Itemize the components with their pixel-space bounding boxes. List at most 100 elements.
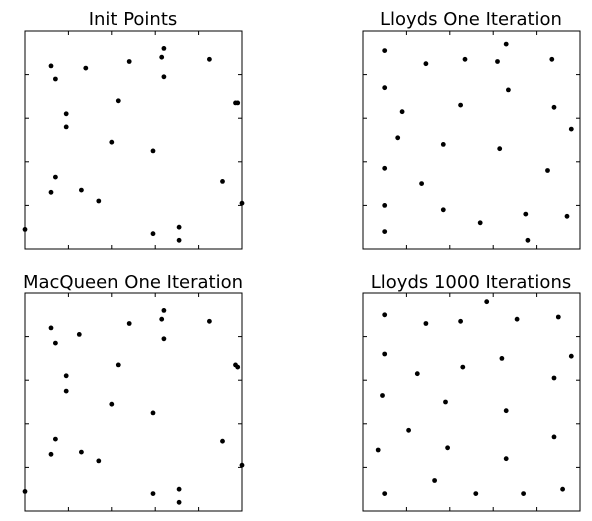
scatter-point	[220, 438, 225, 444]
scatter-point	[161, 74, 167, 80]
scatter-point	[207, 318, 212, 324]
axes-frame	[24, 30, 243, 250]
scatter-point	[161, 308, 167, 313]
scatter-point	[161, 336, 167, 342]
scatter-point	[115, 362, 121, 368]
scatter-point	[521, 491, 526, 496]
scatter-point	[63, 388, 69, 394]
scatter-point	[458, 318, 463, 324]
scatter-point	[555, 314, 561, 320]
scatter-point	[495, 59, 500, 64]
scatter-point	[525, 237, 531, 243]
scatter-point	[53, 436, 58, 442]
scatter-point	[560, 486, 565, 492]
scatter-point	[207, 56, 212, 62]
panel-title: Lloyds 1000 Iterations	[371, 272, 571, 293]
scatter-point	[48, 189, 54, 195]
scatter-point	[506, 87, 511, 93]
scatter-point	[549, 56, 555, 62]
scatter-point	[53, 340, 58, 346]
scatter-point	[551, 375, 557, 381]
scatter-point	[48, 325, 54, 331]
scatter-point	[395, 135, 401, 141]
scatter-point	[150, 148, 156, 154]
scatter-point	[79, 449, 84, 455]
scatter-point	[53, 174, 58, 180]
scatter-point	[161, 46, 167, 51]
scatter-point	[83, 65, 89, 71]
scatter-point	[503, 456, 509, 462]
axis-ticks	[363, 293, 580, 511]
scatter-point	[96, 458, 102, 464]
scatter-point	[545, 168, 550, 173]
scatter-point	[445, 445, 450, 451]
scatter-point	[176, 486, 182, 492]
scatter-point	[159, 54, 165, 60]
scatter-point	[503, 408, 509, 414]
scatter-point	[115, 98, 121, 104]
scatter-point	[382, 351, 388, 357]
scatter-point	[423, 321, 429, 326]
scatter-point	[176, 237, 182, 243]
scatter-point	[423, 61, 429, 67]
scatter-point	[551, 434, 557, 440]
panel-title: Init Points	[89, 9, 178, 30]
scatter-point	[432, 478, 437, 483]
scatter-point	[458, 102, 463, 108]
scatter-point	[150, 231, 156, 237]
scatter-point	[109, 401, 115, 407]
scatter-point	[239, 200, 245, 206]
scatter-point	[109, 139, 115, 145]
scatter-point	[497, 146, 503, 152]
scatter-point	[76, 332, 82, 337]
scatter-point	[380, 393, 385, 398]
scatter-points	[382, 41, 574, 243]
axes-frame	[24, 292, 243, 512]
scatter-point	[150, 410, 156, 416]
axes-frame	[362, 30, 581, 250]
scatter-point	[63, 111, 69, 117]
scatter-point	[440, 142, 446, 147]
scatter-point	[382, 491, 388, 496]
scatter-point	[159, 316, 165, 322]
scatter-point	[126, 321, 132, 326]
scatter-point	[399, 109, 405, 115]
panel-title: Lloyds One Iteration	[380, 9, 562, 30]
scatter-point	[235, 364, 241, 370]
scatter-point	[48, 63, 54, 69]
scatter-point	[382, 48, 388, 53]
scatter-point	[63, 124, 69, 130]
panel-init-points: Init Points	[22, 9, 245, 250]
scatter-point	[382, 229, 388, 235]
scatter-point	[460, 364, 466, 370]
scatter-point	[382, 203, 388, 208]
scatter-points	[22, 308, 245, 505]
panel-lloyds-1000-iterations: Lloyds 1000 Iterations	[362, 272, 581, 512]
scatter-point	[239, 462, 245, 468]
scatter-point	[79, 187, 84, 193]
scatter-points	[22, 46, 245, 243]
axis-ticks	[25, 293, 242, 511]
axes-frame	[362, 292, 581, 512]
scatter-point	[150, 491, 156, 496]
axis-ticks	[363, 31, 580, 249]
scatter-point	[53, 76, 58, 82]
scatter-point	[551, 104, 557, 110]
scatter-point	[382, 165, 388, 171]
scatter-point	[503, 41, 509, 47]
scatter-point	[233, 100, 238, 106]
scatter-point	[382, 85, 388, 91]
scatter-point	[126, 59, 132, 64]
scatter-point	[499, 356, 505, 361]
scatter-point	[176, 224, 182, 230]
scatter-point	[220, 179, 225, 184]
scatter-point	[22, 227, 28, 232]
scatter-point	[462, 56, 468, 62]
scatter-point	[484, 299, 490, 305]
scatter-point	[22, 489, 28, 494]
scatter-point	[406, 427, 411, 433]
scatter-point	[63, 373, 69, 379]
scatter-point	[440, 207, 446, 213]
scatter-point	[473, 491, 479, 496]
